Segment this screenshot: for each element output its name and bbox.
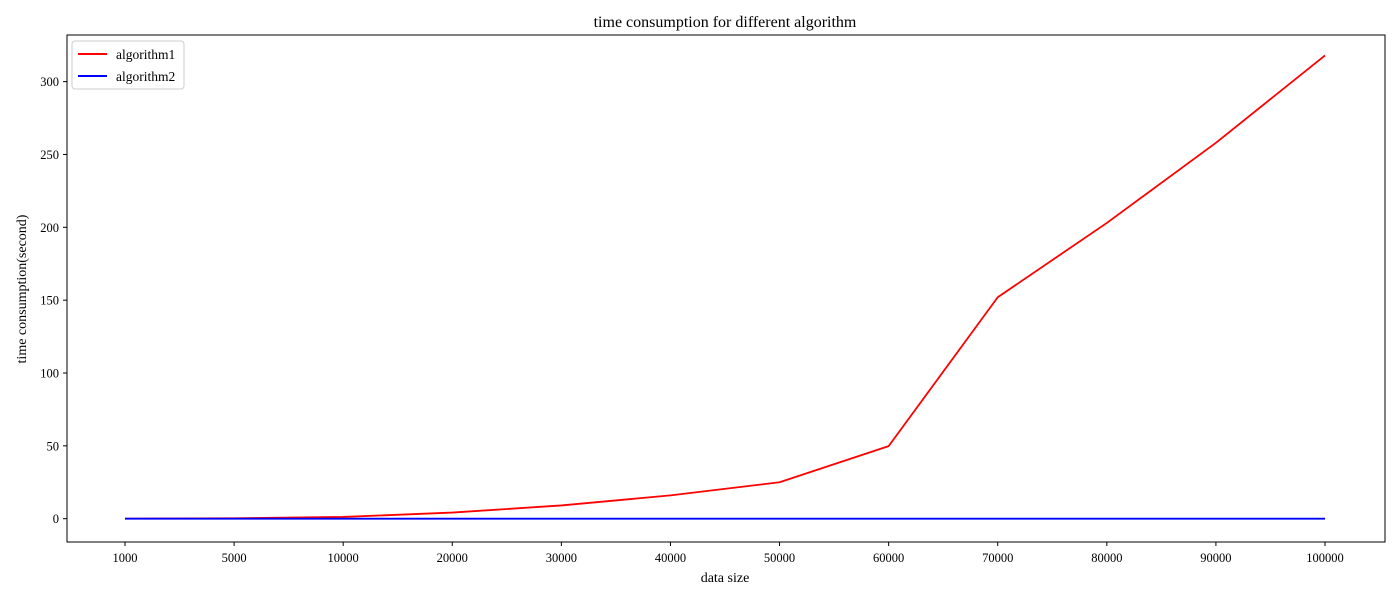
y-tick-label: 100 <box>40 367 59 381</box>
x-axis-label: data size <box>701 571 750 586</box>
y-tick-label: 0 <box>53 512 59 526</box>
x-tick-label: 100000 <box>1306 551 1344 565</box>
x-tick-label: 5000 <box>222 551 247 565</box>
x-tick-label: 50000 <box>764 551 795 565</box>
x-tick-label: 30000 <box>546 551 577 565</box>
y-axis-label: time consumption(second) <box>15 214 30 363</box>
x-tick-label: 80000 <box>1091 551 1122 565</box>
legend-label-algorithm2: algorithm2 <box>116 69 175 84</box>
x-tick-label: 20000 <box>437 551 468 565</box>
x-tick-label: 90000 <box>1200 551 1231 565</box>
y-tick-label: 300 <box>40 75 59 89</box>
plot-lines <box>124 54 1326 520</box>
y-tick-label: 250 <box>40 148 59 162</box>
x-tick-label: 60000 <box>873 551 904 565</box>
legend: algorithm1 algorithm2 <box>71 40 185 90</box>
x-tick-label: 1000 <box>113 551 138 565</box>
plot-frame <box>66 34 1386 543</box>
x-tick-label: 70000 <box>982 551 1013 565</box>
x-tick-label: 40000 <box>655 551 686 565</box>
legend-label-algorithm1: algorithm1 <box>116 47 175 62</box>
chart-title: time consumption for different algorithm <box>594 14 857 31</box>
x-tick-label: 10000 <box>328 551 359 565</box>
y-axis-ticks: 0 50 100 150 200 250 300 <box>40 75 67 526</box>
y-tick-label: 50 <box>47 439 60 453</box>
y-tick-label: 150 <box>40 294 59 308</box>
y-tick-label: 200 <box>40 221 59 235</box>
series-line-algorithm1 <box>124 54 1326 520</box>
x-axis-ticks: 1000 5000 10000 20000 30000 40000 50000 60000 70… <box>113 542 1344 565</box>
